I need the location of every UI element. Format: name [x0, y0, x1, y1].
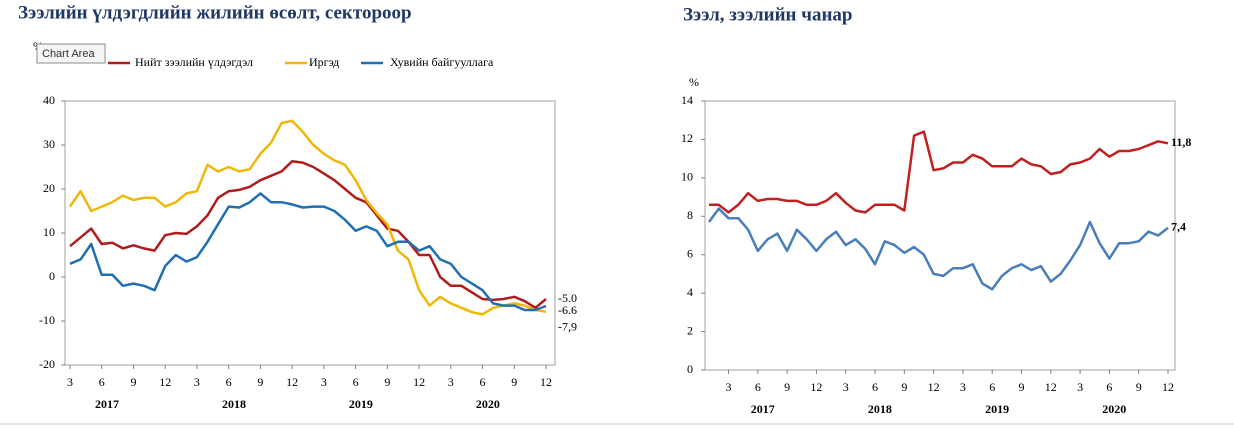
year-label: 2018	[222, 397, 246, 411]
x-tick-label: 12	[286, 375, 298, 389]
x-tick-label: 6	[989, 380, 995, 394]
x-tick-label: 3	[843, 380, 849, 394]
year-label: 2019	[985, 402, 1009, 416]
y-tick-label: 0	[687, 362, 693, 376]
series-line	[69, 160, 547, 310]
x-tick-label: 9	[901, 380, 907, 394]
x-tick-label: 9	[257, 375, 263, 389]
x-tick-label: 9	[1136, 380, 1142, 394]
chart-title: Зээлийн үлдэгдлийн жилийн өсөлт, секторо…	[18, 2, 412, 23]
y-tick-label: 40	[43, 93, 55, 107]
y-tick-label: 10	[681, 170, 693, 184]
end-label: -7,9	[558, 320, 577, 334]
chart-title: Зээл, зээлийн чанар	[683, 4, 852, 25]
y-axis-label: %	[689, 75, 699, 89]
series-line	[69, 192, 547, 312]
plot-area	[704, 100, 1176, 371]
y-tick-label: -10	[39, 313, 55, 327]
y-tick-label: 0	[49, 269, 55, 283]
x-tick-label: 12	[928, 380, 940, 394]
x-tick-label: 12	[413, 375, 425, 389]
year-label: 2020	[476, 397, 500, 411]
y-tick-label: 4	[687, 285, 693, 299]
y-tick-label: 20	[43, 181, 55, 195]
x-tick-label: 3	[194, 375, 200, 389]
y-tick-label: 8	[687, 208, 693, 222]
y-tick-label: 2	[687, 323, 693, 337]
x-tick-label: 9	[511, 375, 517, 389]
y-tick-label: -20	[39, 357, 55, 371]
x-tick-label: 6	[353, 375, 359, 389]
year-label: 2020	[1102, 402, 1126, 416]
y-tick-label: 6	[687, 246, 693, 260]
y-tick-label: 10	[43, 225, 55, 239]
x-tick-label: 6	[1106, 380, 1112, 394]
x-tick-label: 12	[540, 375, 552, 389]
x-tick-label: 9	[784, 380, 790, 394]
year-label: 2017	[95, 397, 119, 411]
x-tick-label: 9	[130, 375, 136, 389]
series-line	[68, 119, 547, 316]
tooltip-box	[36, 43, 106, 64]
x-tick-label: 3	[726, 380, 732, 394]
series-line	[707, 207, 1169, 291]
y-tick-label: 12	[681, 131, 693, 145]
x-tick-label: 6	[480, 375, 486, 389]
x-tick-label: 3	[1077, 380, 1083, 394]
y-tick-label: 14	[681, 93, 693, 107]
tooltip-text: Chart Area	[42, 48, 95, 60]
year-label: 2017	[751, 402, 775, 416]
year-label: 2019	[349, 397, 373, 411]
x-tick-label: 6	[872, 380, 878, 394]
x-tick-label: 3	[321, 375, 327, 389]
series-line	[709, 130, 1169, 214]
year-label: 2018	[868, 402, 892, 416]
x-tick-label: 3	[448, 375, 454, 389]
legend-label: Иргэд	[309, 55, 339, 69]
x-tick-label: 6	[755, 380, 761, 394]
x-tick-label: 12	[1162, 380, 1174, 394]
end-label: -6.6	[558, 303, 577, 317]
x-tick-label: 6	[226, 375, 232, 389]
end-label: 7,4	[1171, 220, 1186, 234]
x-tick-label: 3	[960, 380, 966, 394]
x-tick-label: 12	[810, 380, 822, 394]
x-tick-label: 12	[159, 375, 171, 389]
x-tick-label: 9	[384, 375, 390, 389]
x-tick-label: 6	[99, 375, 105, 389]
x-tick-label: 9	[1019, 380, 1025, 394]
x-tick-label: 12	[1045, 380, 1057, 394]
x-tick-label: 3	[67, 375, 73, 389]
end-label: -5.0	[558, 291, 577, 305]
legend-label: Нийт зээлийн үлдэгдэл	[135, 55, 253, 69]
legend-label: Хувийн байгууллага	[390, 55, 494, 69]
y-tick-label: 30	[43, 137, 55, 151]
end-label: 11,8	[1171, 135, 1191, 149]
